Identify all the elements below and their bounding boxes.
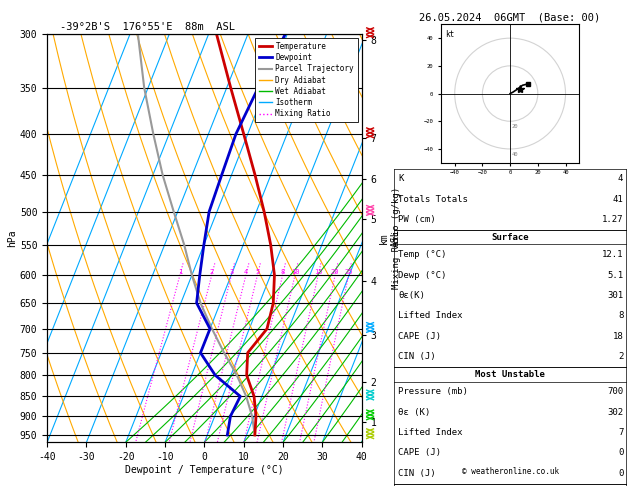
Text: Pressure (mb): Pressure (mb)	[398, 387, 468, 396]
Text: K: K	[398, 174, 404, 183]
Text: 18: 18	[613, 332, 623, 341]
Y-axis label: hPa: hPa	[7, 229, 17, 247]
Text: 301: 301	[607, 291, 623, 300]
Text: 8: 8	[618, 312, 623, 320]
Text: 25: 25	[345, 269, 353, 275]
Text: 0: 0	[618, 449, 623, 457]
Text: 15: 15	[314, 269, 323, 275]
Text: CIN (J): CIN (J)	[398, 352, 436, 361]
Text: 41: 41	[613, 195, 623, 204]
Text: CIN (J): CIN (J)	[398, 469, 436, 478]
Text: Dewp (°C): Dewp (°C)	[398, 271, 447, 279]
Text: 2: 2	[618, 352, 623, 361]
Text: 1.27: 1.27	[602, 215, 623, 224]
Legend: Temperature, Dewpoint, Parcel Trajectory, Dry Adiabat, Wet Adiabat, Isotherm, Mi: Temperature, Dewpoint, Parcel Trajectory…	[255, 38, 358, 122]
Text: Lifted Index: Lifted Index	[398, 312, 463, 320]
Text: Totals Totals: Totals Totals	[398, 195, 468, 204]
Text: -39°2B'S  176°55'E  88m  ASL: -39°2B'S 176°55'E 88m ASL	[60, 21, 235, 32]
Text: CAPE (J): CAPE (J)	[398, 332, 441, 341]
Text: Mixing Ratio (g/kg): Mixing Ratio (g/kg)	[392, 187, 401, 289]
Text: Surface: Surface	[491, 233, 529, 242]
Text: 3: 3	[230, 269, 233, 275]
Y-axis label: km
ASL: km ASL	[379, 229, 401, 247]
Text: 10: 10	[291, 269, 299, 275]
Text: 1: 1	[178, 269, 182, 275]
Text: 5: 5	[255, 269, 260, 275]
Text: θε(K): θε(K)	[398, 291, 425, 300]
Text: CAPE (J): CAPE (J)	[398, 449, 441, 457]
Text: 26.05.2024  06GMT  (Base: 00): 26.05.2024 06GMT (Base: 00)	[420, 12, 601, 22]
Text: 5.1: 5.1	[607, 271, 623, 279]
Text: 40: 40	[511, 152, 518, 156]
Text: θε (K): θε (K)	[398, 408, 430, 417]
Text: 2: 2	[209, 269, 214, 275]
Text: Lifted Index: Lifted Index	[398, 428, 463, 437]
Text: 4: 4	[618, 174, 623, 183]
Text: 0: 0	[618, 469, 623, 478]
Text: 700: 700	[607, 387, 623, 396]
Text: Temp (°C): Temp (°C)	[398, 250, 447, 259]
Text: Most Unstable: Most Unstable	[475, 370, 545, 379]
X-axis label: Dewpoint / Temperature (°C): Dewpoint / Temperature (°C)	[125, 465, 284, 475]
Text: 8: 8	[281, 269, 285, 275]
Text: 4: 4	[244, 269, 248, 275]
Text: kt: kt	[445, 30, 454, 39]
Text: 20: 20	[511, 124, 518, 129]
Text: © weatheronline.co.uk: © weatheronline.co.uk	[462, 467, 559, 476]
Text: 20: 20	[331, 269, 340, 275]
Text: 12.1: 12.1	[602, 250, 623, 259]
Text: 7: 7	[618, 428, 623, 437]
Text: 302: 302	[607, 408, 623, 417]
Text: PW (cm): PW (cm)	[398, 215, 436, 224]
